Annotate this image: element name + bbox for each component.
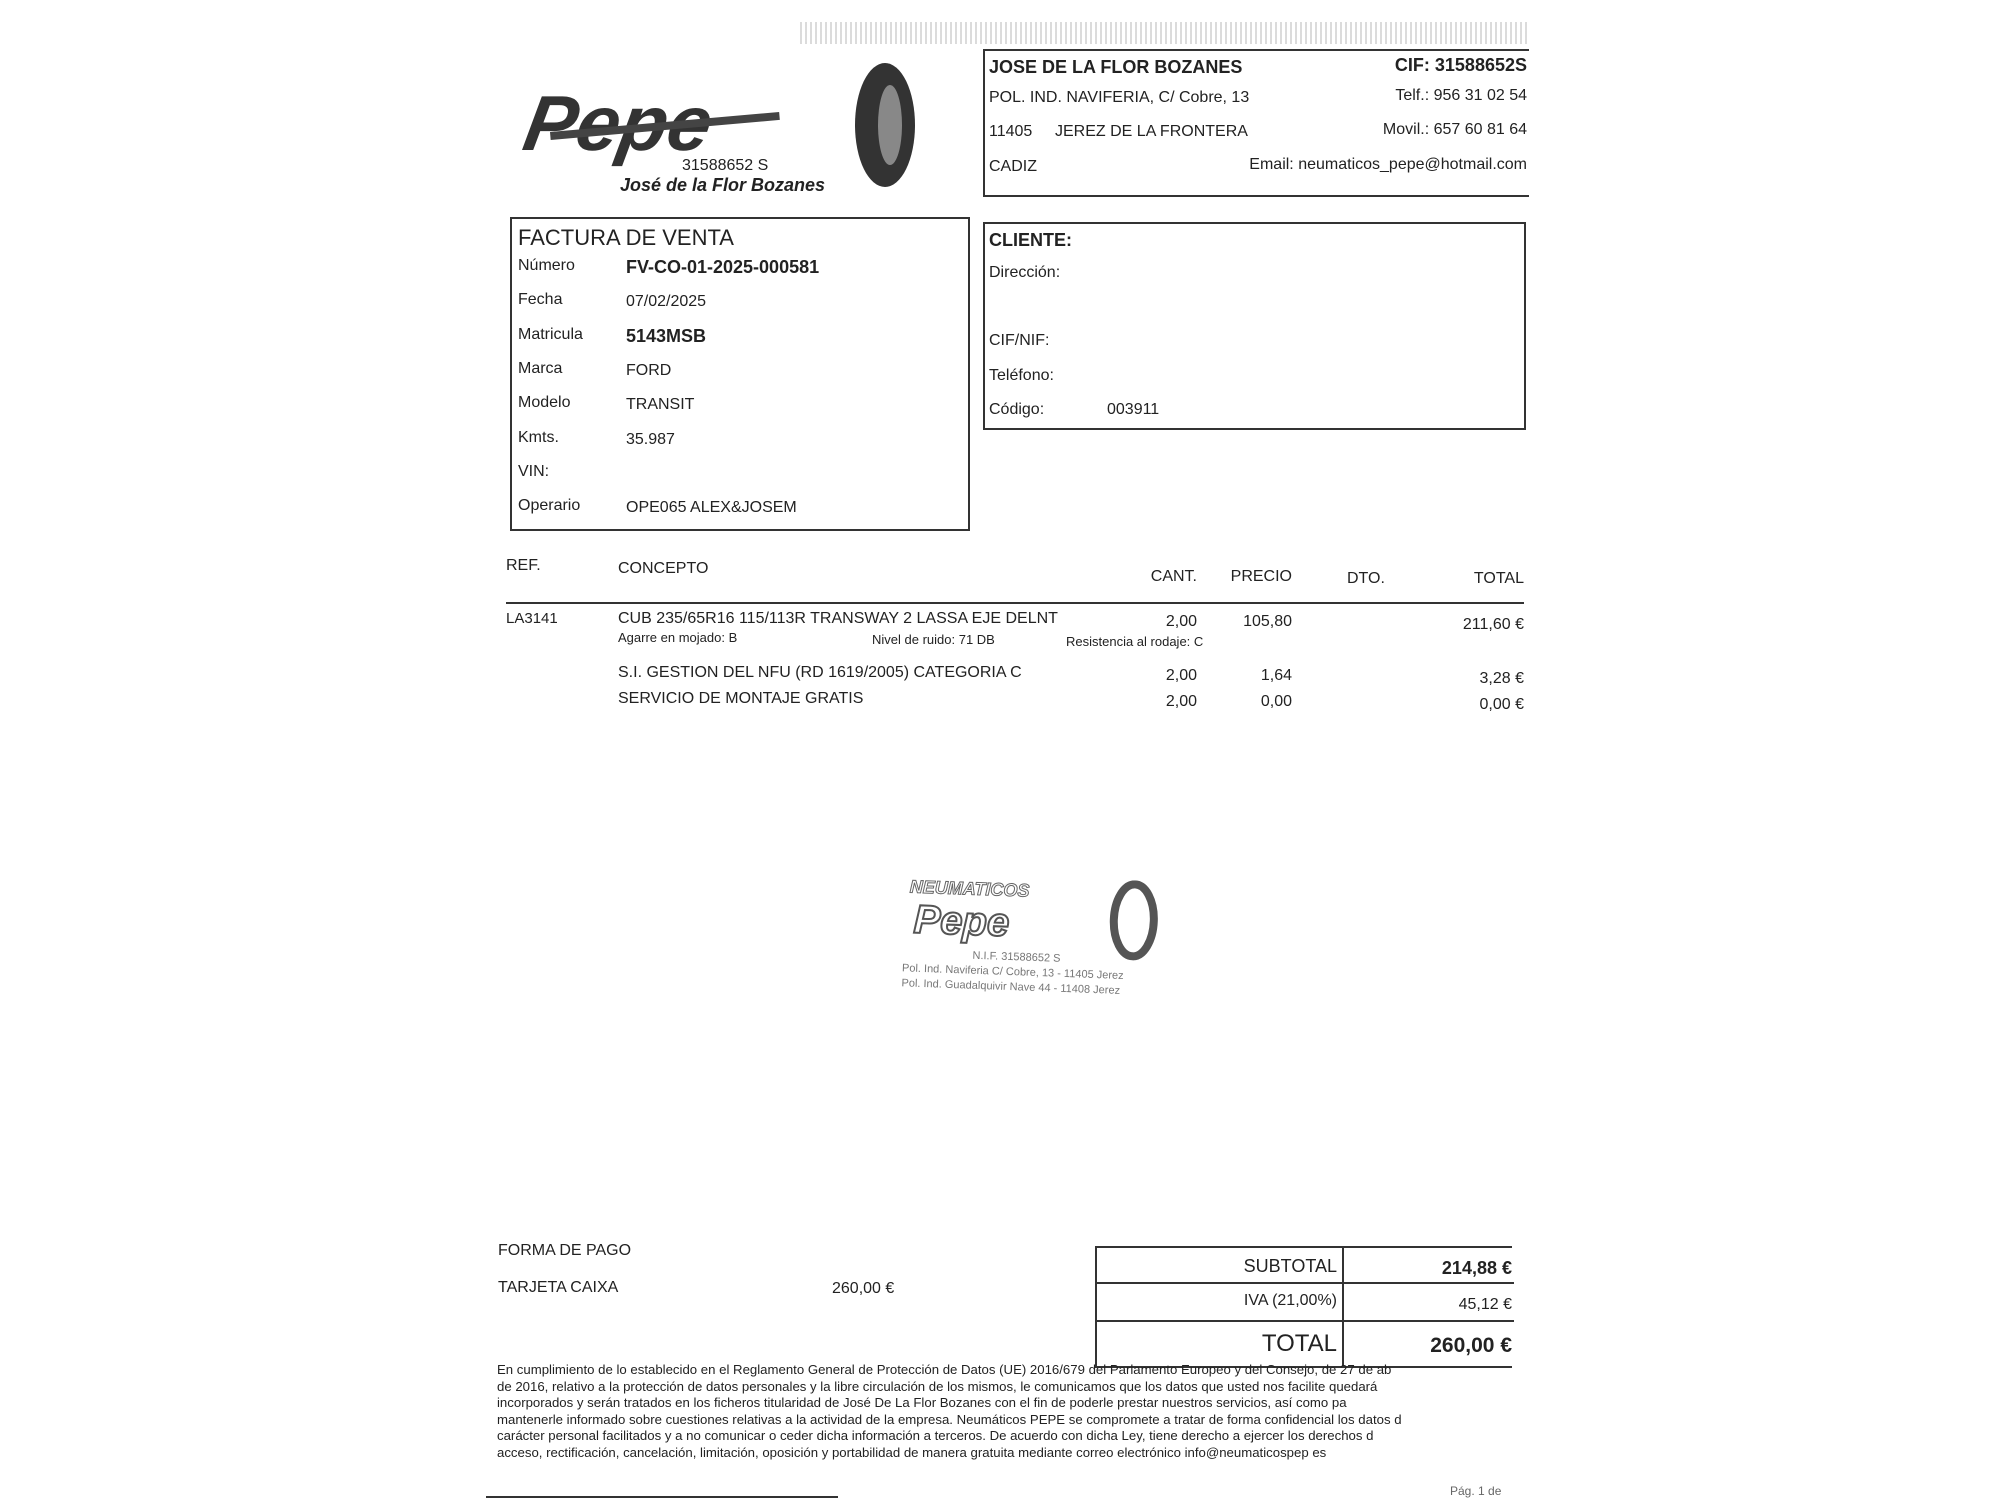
header-precio: PRECIO — [1230, 568, 1292, 585]
logo-nif: 31588652 S — [682, 157, 769, 174]
row-concepto: S.I. GESTION DEL NFU (RD 1619/2005) CATE… — [618, 664, 1022, 681]
invoice-field-value: 5143MSB — [626, 325, 707, 346]
header-divider — [506, 602, 1524, 604]
row-ref: LA3141 — [506, 610, 558, 627]
subtotal-value: 214,88 € — [1441, 1258, 1512, 1278]
legal-notice: En cumplimiento de lo establecido en el … — [497, 1362, 1512, 1461]
page-number: Pág. 1 de — [1450, 1484, 1502, 1498]
header-cant: CANT. — [1150, 568, 1197, 585]
invoice-field-value: 35.987 — [626, 430, 675, 448]
scan-noise — [800, 22, 1530, 44]
row-concepto: SERVICIO DE MONTAJE GRATIS — [618, 690, 864, 707]
invoice-field-label: Kmts. — [518, 428, 559, 446]
payment-title: FORMA DE PAGO — [498, 1242, 632, 1259]
company-box: JOSE DE LA FLOR BOZANES CIF: 31588652S P… — [983, 49, 1529, 197]
svg-text:N.I.F. 31588652 S: N.I.F. 31588652 S — [972, 950, 1060, 965]
header-concepto: CONCEPTO — [618, 560, 709, 577]
logo-graphic: Pepe — [518, 63, 915, 187]
row-detail: Agarre en mojado: B — [618, 630, 738, 645]
invoice-field-label: Número — [518, 257, 575, 274]
invoice-field-value: 07/02/2025 — [626, 293, 707, 311]
payment-amount: 260,00 € — [832, 1280, 895, 1297]
logo-owner: José de la Flor Bozanes — [620, 175, 826, 195]
iva-label: IVA (21,00%) — [1243, 1292, 1337, 1309]
invoice-field-label: Fecha — [518, 291, 563, 309]
invoice-field-label: Modelo — [518, 394, 571, 412]
row-concepto: CUB 235/65R16 115/113R TRANSWAY 2 LASSA … — [618, 610, 1058, 627]
legal-line: incorporados y serán tratados en los fic… — [497, 1395, 1347, 1410]
row-cant: 2,00 — [1165, 667, 1197, 684]
totals-box: SUBTOTAL 214,88 € IVA (21,00%) 45,12 € T… — [1095, 1246, 1514, 1368]
company-postal: 11405 — [989, 123, 1033, 140]
svg-text:Pepe: Pepe — [913, 898, 1010, 945]
client-telefono-label: Teléfono: — [989, 367, 1054, 384]
row-precio: 0,00 — [1260, 693, 1292, 710]
row-detail: Resistencia al rodaje: C — [1066, 634, 1204, 649]
totals-row-line — [1097, 1320, 1514, 1322]
iva-value: 45,12 € — [1458, 1296, 1512, 1313]
company-address: POL. IND. NAVIFERIA, C/ Cobre, 13 — [989, 89, 1250, 106]
totals-row-line — [1097, 1282, 1514, 1284]
client-direccion-label: Dirección: — [989, 264, 1061, 281]
row-cant: 2,00 — [1165, 693, 1197, 710]
row-cant: 2,00 — [1165, 613, 1197, 630]
header-total: TOTAL — [1473, 570, 1524, 587]
invoice-title: FACTURA DE VENTA — [518, 225, 734, 250]
client-codigo-label: Código: — [989, 401, 1045, 418]
company-stamp: NEUMATICOS Pepe N.I.F. 31588652 S Pol. I… — [901, 872, 1175, 1011]
invoice-field-label: Matricula — [518, 325, 583, 343]
row-total: 3,28 € — [1479, 670, 1524, 687]
client-box: CLIENTE: Dirección: CIF/NIF: Teléfono: C… — [983, 222, 1526, 430]
header-ref: REF. — [506, 557, 541, 574]
company-name: JOSE DE LA FLOR BOZANES — [989, 57, 1243, 77]
company-city: JEREZ DE LA FRONTERA — [1055, 123, 1248, 140]
row-total: 0,00 € — [1479, 696, 1524, 713]
invoice-field-value: FV-CO-01-2025-000581 — [626, 257, 820, 277]
invoice-field-label: Marca — [518, 359, 563, 377]
invoice-field-value: FORD — [626, 361, 672, 379]
legal-line: mantenerle informado sobre cuestiones re… — [497, 1411, 1402, 1427]
row-precio: 105,80 — [1243, 613, 1292, 630]
legal-line: carácter personal facilitados y a no com… — [497, 1428, 1374, 1443]
header-dto: DTO. — [1347, 570, 1385, 587]
subtotal-label: SUBTOTAL — [1243, 1256, 1337, 1276]
legal-line: de 2016, relativo a la protección de dat… — [497, 1378, 1378, 1394]
total-value: 260,00 € — [1430, 1334, 1512, 1357]
invoice-field-label: Operario — [518, 497, 581, 515]
company-logo: Pepe 31588652 S José de la Flor Bozanes — [518, 40, 960, 200]
client-title: CLIENTE: — [989, 230, 1072, 250]
invoice-field-label: VIN: — [518, 462, 550, 480]
company-cif: CIF: 31588652S — [1394, 55, 1527, 75]
row-detail: Nivel de ruido: 71 DB — [872, 632, 995, 647]
stamp-graphic: NEUMATICOS Pepe N.I.F. 31588652 S Pol. I… — [901, 876, 1158, 997]
total-label: TOTAL — [1261, 1330, 1337, 1357]
company-province: CADIZ — [989, 158, 1037, 175]
svg-text:NEUMATICOS: NEUMATICOS — [910, 877, 1030, 901]
invoice-box: FACTURA DE VENTA Número FV-CO-01-2025-00… — [510, 217, 970, 531]
company-mobile: Movil.: 657 60 81 64 — [1382, 121, 1527, 138]
legal-line: En cumplimiento de lo establecido en el … — [497, 1362, 1392, 1377]
row-precio: 1,64 — [1260, 667, 1292, 684]
totals-divider — [1342, 1248, 1344, 1368]
footer-line — [486, 1496, 838, 1498]
invoice-field-value: TRANSIT — [626, 396, 695, 414]
client-cif-label: CIF/NIF: — [989, 332, 1050, 349]
row-total: 211,60 € — [1462, 616, 1524, 633]
invoice-field-value: OPE065 ALEX&JOSEM — [626, 499, 797, 517]
company-email: Email: neumaticos_pepe@hotmail.com — [1249, 156, 1527, 173]
legal-line: acceso, rectificación, cancelación, limi… — [497, 1444, 1327, 1460]
company-phone: Telf.: 956 31 02 54 — [1395, 87, 1527, 104]
payment-method: TARJETA CAIXA — [498, 1279, 619, 1296]
client-codigo: 003911 — [1107, 401, 1160, 418]
